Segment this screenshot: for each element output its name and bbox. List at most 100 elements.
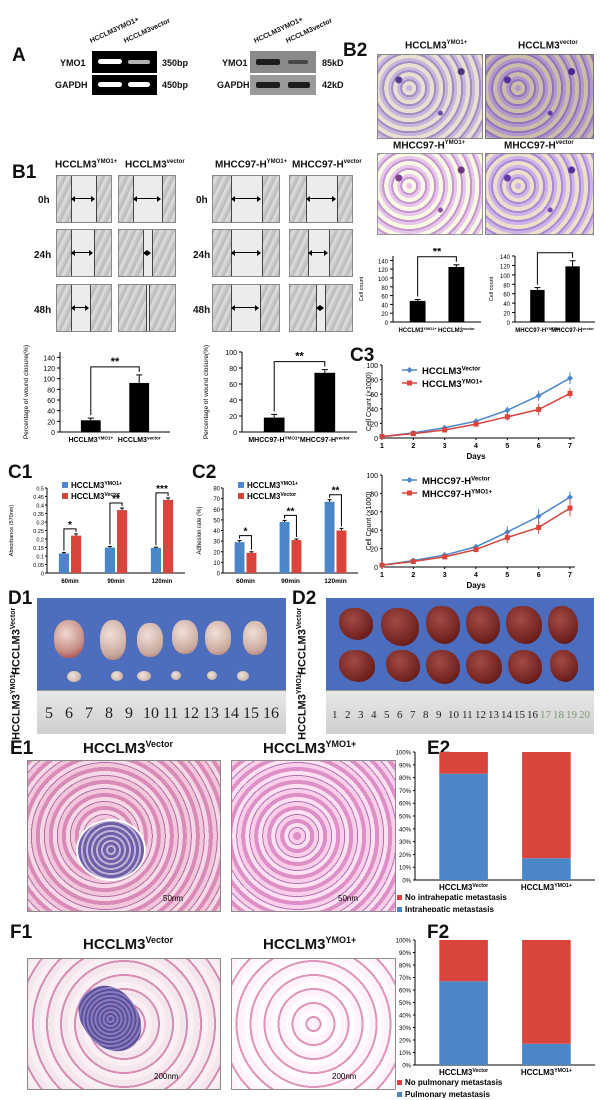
y-tick-label: 20	[370, 421, 378, 428]
y-tick-label: 0.15	[33, 546, 44, 552]
b1-col-title-2: HCCLM3vector	[125, 159, 185, 171]
stacked-bar-segment	[439, 981, 488, 1065]
x-tick-label: MHCC97-Hvector	[551, 326, 594, 334]
y-tick-label: 80	[370, 491, 378, 498]
x-tick-label: HCCLM3vector	[438, 326, 475, 334]
data-point	[535, 392, 542, 399]
significance-label: *	[244, 527, 248, 538]
legend-label: Pulmonary metastasis	[405, 1090, 490, 1098]
y-tick-label: 70%	[399, 789, 412, 795]
significance-label: **	[112, 494, 120, 505]
x-tick-label: HCCLM3vector	[118, 436, 161, 444]
bar	[263, 417, 285, 432]
b1-col-title-3: MHCC97-HYMO1+	[215, 159, 288, 171]
f1-title-vector: HCCLM3Vector	[83, 935, 174, 953]
rtpcr-row-gene-2: GAPDH	[55, 80, 88, 90]
series-line	[381, 392, 571, 438]
b2-title-2: HCCLM3vector	[518, 40, 578, 52]
data-point	[567, 505, 573, 511]
y-tick-label: 140	[378, 259, 389, 265]
y-axis-label: Cell Count (×1000)	[366, 492, 373, 551]
bar	[530, 289, 545, 322]
x-tick-label: HCCLM3YMO1+	[398, 326, 437, 334]
y-tick-label: 20%	[399, 1039, 412, 1045]
b1-wound-mhcc97-vector-24h	[289, 229, 353, 277]
y-tick-label: 100	[225, 350, 237, 357]
x-tick-label: HCCLM3YMO1+	[68, 436, 113, 444]
y-tick-label: 100	[43, 377, 55, 384]
y-tick-label: 90%	[399, 951, 412, 957]
y-tick-label: 120	[500, 264, 511, 270]
bar	[104, 547, 115, 573]
data-point	[379, 434, 385, 440]
y-tick-label: 100	[500, 274, 511, 280]
e1-title-vector: HCCLM3Vector	[83, 739, 174, 757]
data-point	[504, 535, 510, 541]
legend-label: HCCLM3YMO1+	[71, 481, 122, 490]
panel-label-d1: D1	[8, 588, 33, 609]
c2-chart: 0 10 20 30 40 50 60 70 80 Adhesion rate (%) * 60min…	[197, 481, 358, 585]
data-point	[504, 407, 511, 414]
y-tick-label: 0.35	[33, 512, 44, 518]
x-tick-label: MHCC97-HYMO1+	[248, 436, 300, 444]
legend-marker	[406, 367, 413, 373]
x-tick-label: 90min	[107, 579, 125, 585]
d2-ruler: 1 2 3 4 5 6 7 8 9 10 11 12 13 14 15 16 1…	[326, 690, 594, 734]
data-point	[504, 414, 510, 420]
y-axis-label: Percentage of wound closure(%)	[23, 345, 30, 439]
y-tick-label: 30	[213, 540, 220, 546]
legend-swatch	[397, 907, 402, 912]
y-tick-label: 30%	[399, 840, 412, 846]
d1-row-label-vector: HCCLM3Vector	[10, 607, 23, 675]
panel-label-f2: F2	[427, 922, 450, 943]
x-tick-label: 5	[505, 443, 509, 450]
bar	[314, 372, 336, 432]
y-tick-label: 60	[213, 508, 220, 514]
y-tick-label: 60	[503, 293, 510, 299]
y-tick-label: 100	[378, 277, 389, 283]
significance-bracket	[155, 492, 169, 546]
panel-label-a: A	[12, 45, 26, 66]
panel-label-c2: C2	[192, 462, 217, 483]
x-tick-label: 3	[443, 572, 447, 579]
legend-label: HCCLM3YMO1+	[422, 379, 483, 390]
data-point	[442, 427, 448, 433]
x-tick-label: 2	[411, 572, 415, 579]
x-tick-label: 3	[443, 443, 447, 450]
bar	[324, 501, 335, 573]
y-tick-label: 10%	[399, 1051, 412, 1057]
e1-scale-ymo1: 50nm	[338, 894, 359, 903]
x-tick-label: MHCC97-HYMO1+	[515, 326, 560, 334]
legend-swatch	[62, 493, 68, 499]
stacked-bar-segment	[439, 773, 488, 880]
legend-swatch	[397, 1092, 402, 1097]
b2-title-1: HCCLM3YMO1+	[405, 40, 468, 52]
b1-time-48h-right: 48h	[193, 305, 211, 316]
b1-wound-hcclm3-vector-0h	[118, 175, 176, 223]
y-tick-label: 30%	[399, 1026, 412, 1032]
bar	[163, 499, 174, 573]
x-tick-label: HCCLM3YMO1+	[521, 1068, 572, 1077]
data-point	[473, 421, 479, 427]
y-tick-label: 70	[213, 497, 220, 503]
significance-bracket	[329, 494, 342, 527]
legend-label: HCCLM3Vector	[422, 366, 481, 377]
legend-label: No pulmonary metastasis	[405, 1078, 503, 1087]
bar	[71, 535, 82, 573]
y-tick-label: 40%	[399, 827, 412, 833]
x-tick-label: 90min	[281, 578, 300, 585]
stacked-bar-segment	[439, 752, 488, 774]
bar	[58, 553, 69, 573]
y-tick-label: 60	[47, 398, 55, 405]
b2-title-4: MHCC97-Hvector	[504, 140, 574, 152]
c1-chart: 0 0.05 0.1 0.15 0.2 0.25 0.3 0.35 0.4 0.45 0.5 Abso…	[9, 481, 185, 585]
rtpcr-gel-ymo1	[92, 51, 157, 73]
stacked-bar-segment	[522, 1043, 571, 1065]
significance-bracket	[239, 535, 252, 550]
e1-image-vector: 50nm	[27, 760, 221, 912]
significance-bracket	[536, 252, 574, 285]
panel-label-b2: B2	[343, 40, 368, 61]
y-tick-label: 50%	[399, 815, 412, 821]
y-tick-label: 60	[370, 510, 378, 517]
significance-bracket	[63, 528, 77, 551]
